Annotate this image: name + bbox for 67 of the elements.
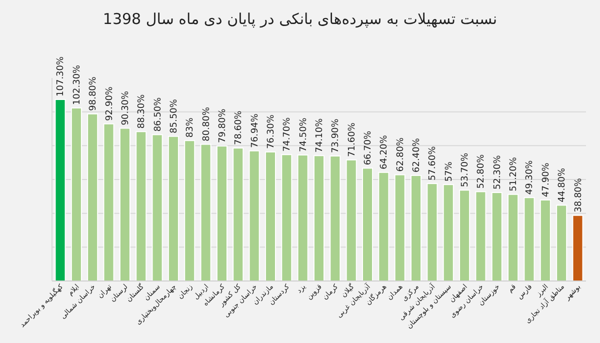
data-label: 85.50% <box>169 98 180 134</box>
bar <box>426 183 438 282</box>
bar <box>136 131 147 282</box>
bar <box>103 123 114 282</box>
bar <box>281 154 292 282</box>
data-label: 78.60% <box>234 110 244 146</box>
bar <box>313 155 325 282</box>
bar <box>556 204 568 282</box>
bar <box>346 159 357 282</box>
bar <box>119 128 130 282</box>
bar <box>362 168 374 282</box>
data-label: 44.80% <box>558 167 568 202</box>
bar <box>232 148 244 282</box>
bar <box>524 197 535 282</box>
data-label: 86.50% <box>153 96 164 132</box>
data-label: 74.70% <box>282 116 293 152</box>
bar <box>87 113 98 282</box>
bar <box>540 199 551 282</box>
data-label: 107.30% <box>56 56 66 96</box>
data-label: 73.90% <box>331 118 342 153</box>
bar <box>410 174 422 282</box>
data-label: 53.70% <box>460 152 471 188</box>
bar <box>54 98 66 282</box>
data-label: 52.80% <box>476 154 487 189</box>
data-label: 71.60% <box>347 122 358 157</box>
data-label: 38.80% <box>574 178 584 212</box>
data-label: 62.80% <box>396 137 406 172</box>
data-label: 102.30% <box>72 64 82 105</box>
data-label: 76.94% <box>250 113 260 148</box>
data-label: 74.50% <box>298 117 309 152</box>
bar <box>459 190 470 282</box>
bar <box>200 144 212 282</box>
data-label: 57% <box>444 161 454 182</box>
data-label: 92.90% <box>104 86 115 121</box>
bar <box>184 140 196 282</box>
data-label: 79.80% <box>218 108 228 144</box>
data-label: 98.80% <box>88 76 99 111</box>
bar <box>475 191 486 282</box>
bar <box>248 150 260 282</box>
chart-title: نسبت تسهیلات به سپرده‌های بانکی در پایان دی ماه سال 1398 <box>102 10 498 28</box>
data-label: 74.10% <box>315 118 325 153</box>
data-label: 47.90% <box>541 162 552 197</box>
bar <box>491 192 502 282</box>
data-label: 66.70% <box>364 130 374 166</box>
data-label: 52.30% <box>492 154 503 190</box>
bar <box>378 172 390 282</box>
data-label: 62.40% <box>412 138 422 172</box>
data-label: 88.30% <box>137 94 148 129</box>
data-label: 49.30% <box>525 160 536 195</box>
data-label: 51.20% <box>509 156 520 192</box>
bar <box>264 151 276 282</box>
bar <box>168 136 179 282</box>
bar <box>330 155 341 282</box>
bar <box>216 146 228 282</box>
data-label: 76.30% <box>266 114 276 149</box>
bar <box>394 174 406 282</box>
bar <box>297 154 308 282</box>
bar <box>442 184 454 282</box>
data-label: 57.60% <box>428 146 438 181</box>
data-label: 80.80% <box>202 106 212 142</box>
data-label: 90.30% <box>120 90 131 126</box>
data-label: 64.20% <box>380 134 390 170</box>
data-label: 83% <box>186 117 196 138</box>
bar <box>152 134 163 282</box>
bar <box>572 214 584 282</box>
bar <box>508 194 519 282</box>
bar <box>70 107 82 282</box>
